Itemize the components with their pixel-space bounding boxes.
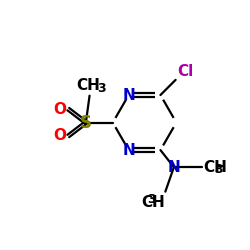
Text: CH: CH [203, 160, 227, 175]
Text: O: O [53, 102, 66, 116]
Text: 3: 3 [148, 193, 156, 206]
Text: O: O [53, 128, 66, 144]
Text: Cl: Cl [177, 64, 193, 79]
Text: N: N [122, 88, 135, 102]
Text: S: S [80, 114, 92, 132]
Text: N: N [168, 160, 180, 175]
Text: CH: CH [76, 78, 100, 93]
Text: 3: 3 [98, 82, 106, 95]
Text: 3: 3 [214, 163, 223, 176]
Text: H: H [151, 194, 164, 210]
Text: N: N [122, 142, 135, 158]
Text: C: C [141, 194, 152, 210]
